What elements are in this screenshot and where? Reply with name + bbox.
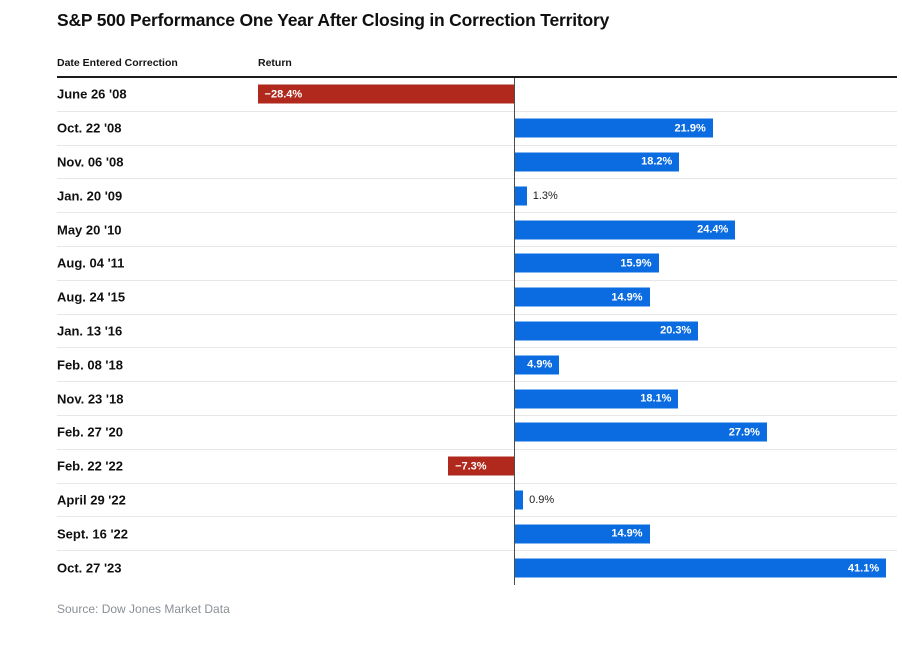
- chart-row: Sept. 16 '22 14.9%: [57, 517, 897, 552]
- row-date-label: Oct. 27 '23: [57, 560, 122, 576]
- return-bar: 21.9%: [515, 118, 713, 138]
- return-value-label: 24.4%: [697, 223, 729, 236]
- row-date-label: Feb. 08 '18: [57, 357, 123, 373]
- chart-row: Feb. 22 '22 −7.3%: [57, 450, 897, 484]
- chart-row: Oct. 27 '23 41.1%: [57, 551, 897, 585]
- return-value-label: 15.9%: [620, 257, 652, 270]
- return-value-label: 1.3%: [532, 189, 558, 202]
- zero-baseline: [514, 78, 515, 585]
- return-bar: [515, 186, 527, 206]
- return-bar: 18.2%: [515, 152, 680, 172]
- column-header-date: Date Entered Correction: [57, 57, 178, 69]
- chart-row: Oct. 22 '08 21.9%: [57, 112, 897, 146]
- chart-row: Jan. 20 '09 1.3%: [57, 179, 897, 214]
- chart-page: S&P 500 Performance One Year After Closi…: [0, 10, 902, 654]
- chart-row: Nov. 06 '08 18.2%: [57, 146, 897, 180]
- return-bar: 41.1%: [515, 558, 887, 578]
- return-bar: 24.4%: [515, 220, 736, 240]
- return-value-label: 41.1%: [847, 562, 880, 575]
- return-value-label: 14.9%: [611, 527, 643, 540]
- return-bar: 15.9%: [515, 253, 659, 273]
- return-value-label: 21.9%: [674, 122, 706, 135]
- return-value-label: 18.2%: [641, 155, 673, 168]
- column-header-return: Return: [258, 57, 292, 69]
- return-bar: 27.9%: [515, 422, 767, 442]
- return-bar: 14.9%: [515, 524, 650, 544]
- chart-row: Feb. 27 '20 27.9%: [57, 416, 897, 450]
- return-bar: [515, 490, 524, 510]
- return-bar: 4.9%: [515, 355, 560, 375]
- row-date-label: Jan. 20 '09: [57, 188, 123, 204]
- return-value-label: −7.3%: [455, 460, 487, 473]
- chart-row: Nov. 23 '18 18.1%: [57, 382, 897, 416]
- chart-row: Jan. 13 '16 20.3%: [57, 315, 897, 349]
- return-value-label: 4.9%: [527, 358, 553, 371]
- return-bar: −7.3%: [448, 456, 514, 476]
- row-date-label: Aug. 24 '15: [57, 289, 126, 305]
- chart-row: April 29 '22 0.9%: [57, 484, 897, 518]
- row-date-label: April 29 '22: [57, 492, 126, 508]
- chart-row: June 26 '08 −28.4%: [57, 78, 897, 112]
- return-value-label: −28.4%: [264, 88, 303, 101]
- row-date-label: Jan. 13 '16: [57, 323, 123, 339]
- row-date-label: Nov. 23 '18: [57, 391, 124, 407]
- chart-row: Aug. 24 '15 14.9%: [57, 281, 897, 315]
- return-value-label: 27.9%: [728, 426, 760, 439]
- column-headers: Date Entered Correction Return: [57, 57, 897, 78]
- row-date-label: May 20 '10: [57, 222, 122, 238]
- chart-row: May 20 '10 24.4%: [57, 213, 897, 247]
- chart-title: S&P 500 Performance One Year After Closi…: [57, 10, 610, 30]
- return-value-label: 0.9%: [529, 493, 555, 506]
- row-date-label: Sept. 16 '22: [57, 526, 129, 542]
- row-date-label: Oct. 22 '08: [57, 120, 122, 136]
- chart-row: Aug. 04 '11 15.9%: [57, 247, 897, 281]
- row-date-label: Feb. 27 '20: [57, 424, 123, 440]
- return-value-label: 18.1%: [640, 392, 672, 405]
- chart-row: Feb. 08 '18 4.9%: [57, 348, 897, 383]
- return-value-label: 20.3%: [660, 324, 692, 337]
- return-bar: 20.3%: [515, 321, 699, 341]
- bar-chart: June 26 '08 −28.4% Oct. 22 '08 21.9% Nov. 06…: [57, 78, 897, 585]
- return-bar: 18.1%: [515, 389, 679, 409]
- source-note: Source: Dow Jones Market Data: [57, 602, 230, 616]
- return-bar: −28.4%: [257, 84, 514, 104]
- row-date-label: Feb. 22 '22: [57, 458, 123, 474]
- return-bar: 14.9%: [515, 287, 650, 307]
- return-value-label: 14.9%: [611, 291, 643, 304]
- row-date-label: Aug. 04 '11: [57, 255, 125, 271]
- row-date-label: June 26 '08: [57, 86, 127, 102]
- row-date-label: Nov. 06 '08: [57, 154, 124, 170]
